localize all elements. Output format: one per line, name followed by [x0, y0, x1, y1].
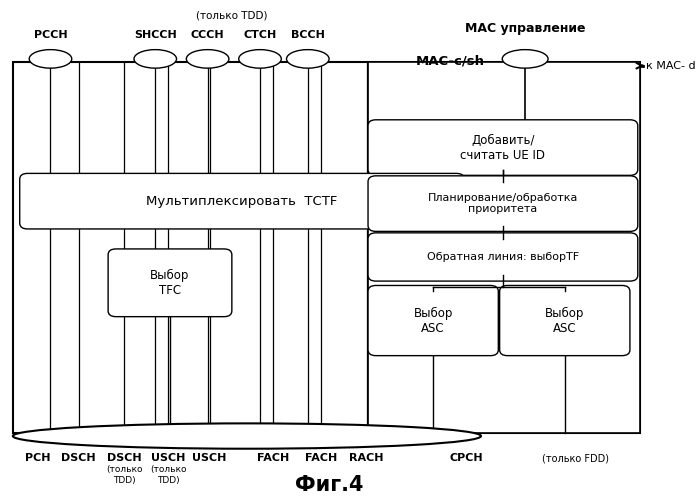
FancyBboxPatch shape	[13, 62, 640, 432]
Text: Планирование/обработка
приоритета: Планирование/обработка приоритета	[428, 193, 578, 214]
FancyBboxPatch shape	[20, 173, 464, 229]
FancyBboxPatch shape	[368, 233, 637, 281]
Text: Выбор
ASC: Выбор ASC	[414, 307, 453, 334]
Ellipse shape	[503, 50, 548, 68]
Text: BCCH: BCCH	[291, 30, 325, 40]
Text: FACH: FACH	[305, 453, 337, 464]
Text: Добавить/
считать UE ID: Добавить/ считать UE ID	[461, 134, 545, 162]
Text: к MAC- d: к MAC- d	[647, 61, 696, 71]
Ellipse shape	[287, 50, 329, 68]
Text: RACH: RACH	[350, 453, 384, 464]
Text: МАС управление: МАС управление	[465, 22, 586, 35]
Text: PCCH: PCCH	[34, 30, 67, 40]
Ellipse shape	[13, 423, 481, 449]
FancyBboxPatch shape	[368, 285, 498, 356]
Ellipse shape	[187, 50, 229, 68]
Text: CTCH: CTCH	[243, 30, 277, 40]
FancyBboxPatch shape	[500, 285, 630, 356]
FancyBboxPatch shape	[368, 176, 637, 232]
Text: CPCH: CPCH	[449, 453, 483, 464]
Text: FACH: FACH	[257, 453, 289, 464]
Text: Мультиплексировать  ТСТF: Мультиплексировать ТСТF	[146, 195, 338, 208]
Ellipse shape	[29, 50, 72, 68]
Text: (только
TDD): (только TDD)	[106, 465, 143, 485]
Text: USCH: USCH	[151, 453, 185, 464]
Text: Обратная линия: выборTF: Обратная линия: выборTF	[427, 252, 579, 262]
Text: (только
TDD): (только TDD)	[150, 465, 187, 485]
Ellipse shape	[239, 50, 281, 68]
Text: Фиг.4: Фиг.4	[294, 475, 363, 495]
Text: CCCH: CCCH	[191, 30, 224, 40]
Text: Выбор
ASC: Выбор ASC	[545, 307, 584, 334]
Ellipse shape	[134, 50, 177, 68]
Text: (только FDD): (только FDD)	[542, 453, 609, 464]
FancyBboxPatch shape	[368, 120, 637, 175]
Text: MAC-c/sh: MAC-c/sh	[415, 54, 484, 67]
Text: PCH: PCH	[24, 453, 50, 464]
FancyBboxPatch shape	[368, 62, 640, 432]
Text: USCH: USCH	[192, 453, 226, 464]
FancyBboxPatch shape	[108, 249, 232, 317]
Text: DSCH: DSCH	[107, 453, 142, 464]
Text: (только TDD): (только TDD)	[196, 10, 268, 20]
Text: DSCH: DSCH	[62, 453, 96, 464]
Text: SHCCH: SHCCH	[134, 30, 177, 40]
Text: Выбор
TFC: Выбор TFC	[150, 269, 189, 297]
